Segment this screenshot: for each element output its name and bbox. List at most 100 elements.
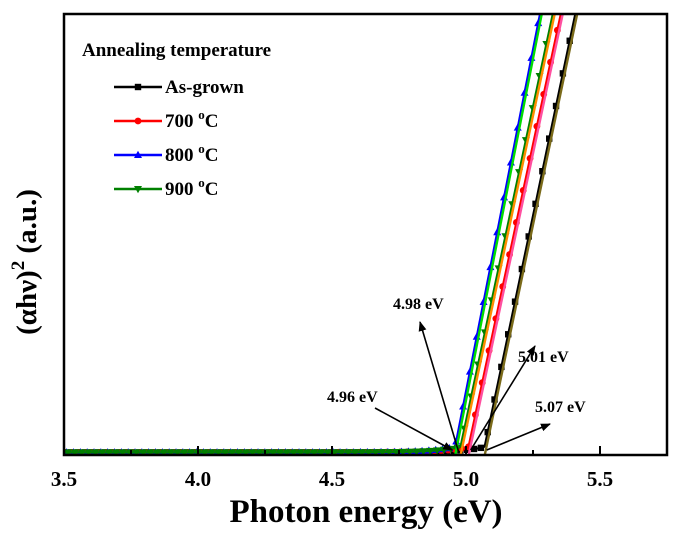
annotation-arrow-3: [486, 423, 551, 451]
legend-label-sup: o: [198, 175, 205, 190]
series-3: [64, 14, 555, 455]
point: [412, 448, 421, 455]
y-axis-label-main: (αhν): [11, 270, 43, 335]
legend-entry-2: 800 oC: [114, 141, 218, 166]
point: [269, 449, 278, 455]
point: [134, 186, 142, 194]
point: [433, 447, 442, 455]
y-axis-label-unit: (a.u.): [11, 189, 43, 261]
point: [344, 449, 353, 455]
point: [561, 0, 568, 2]
point: [159, 449, 168, 455]
annotation-label-1: 4.96 eV: [327, 389, 378, 406]
annotation-layer: 4.98 eV 4.96 eV 5.01 eV 5.07 eV: [327, 296, 586, 453]
point: [559, 70, 567, 77]
point: [187, 449, 196, 455]
point: [323, 449, 332, 455]
annotation-label-3: 5.07 eV: [535, 399, 586, 416]
annotation-arrow-2: [469, 345, 536, 451]
point: [573, 5, 579, 11]
point: [289, 449, 298, 455]
point: [134, 117, 142, 125]
legend-label-main: 700: [165, 111, 198, 132]
legend-label: 700 oC: [165, 107, 218, 132]
point: [207, 449, 216, 455]
point: [166, 449, 175, 455]
point: [275, 449, 284, 455]
point: [282, 449, 291, 455]
legend-entry-0: As-grown: [114, 77, 244, 98]
legend-label-main: 900: [165, 179, 198, 200]
point: [491, 396, 498, 403]
point: [505, 331, 512, 338]
point: [532, 200, 539, 208]
point: [357, 449, 366, 455]
point: [518, 265, 526, 273]
point: [303, 449, 312, 455]
legend-label-tail: C: [205, 111, 219, 132]
point: [134, 83, 142, 91]
point: [364, 449, 373, 455]
point: [405, 448, 414, 455]
point: [241, 449, 250, 455]
point: [385, 449, 394, 455]
legend-entry-1: 700 oC: [114, 107, 218, 132]
legend-title: Annealing temperature: [82, 40, 271, 61]
fit-line-0: [483, 14, 579, 455]
legend-label: As-grown: [165, 77, 244, 98]
point: [248, 449, 257, 455]
point: [539, 168, 546, 175]
legend-label-sup: o: [198, 107, 205, 122]
point: [77, 449, 86, 455]
x-tick-label: 4.5: [319, 467, 345, 491]
x-tick-label: 5.5: [587, 467, 613, 491]
legend-label: 800 oC: [165, 141, 218, 166]
point: [134, 150, 142, 158]
point: [511, 298, 519, 305]
point: [426, 447, 435, 455]
point: [173, 449, 182, 455]
point: [146, 449, 155, 455]
point: [228, 449, 237, 455]
point: [98, 449, 107, 455]
legend-label-tail: C: [205, 145, 219, 166]
plot-frame: [62, 12, 669, 457]
point: [371, 449, 380, 455]
point: [484, 428, 491, 436]
x-tick-label: 4.0: [185, 467, 211, 491]
point: [214, 449, 223, 455]
legend-label-tail: C: [205, 179, 219, 200]
y-axis-label-sup: 2: [8, 261, 29, 271]
x-tick-label: 5.0: [453, 467, 479, 491]
point: [180, 449, 189, 455]
series-layer: [64, 0, 579, 455]
x-tick-label: 3.5: [51, 467, 77, 491]
point: [398, 448, 407, 455]
point: [105, 449, 114, 455]
fit-line-3: [459, 14, 556, 455]
annotation-label-2: 5.01 eV: [518, 349, 569, 366]
point: [152, 449, 161, 455]
point: [91, 449, 100, 455]
point: [118, 449, 127, 455]
annotation-label-0: 4.98 eV: [393, 296, 444, 313]
point: [337, 449, 346, 455]
point: [566, 37, 573, 44]
point: [132, 449, 141, 455]
fit-layer: [454, 14, 579, 455]
legend-entry-3: 900 oC: [114, 175, 218, 200]
point: [310, 449, 319, 455]
point: [70, 449, 79, 455]
point: [200, 449, 209, 455]
legend-label-main: 800: [165, 145, 198, 166]
annotation-arrow-0: [418, 321, 460, 453]
point: [221, 449, 230, 455]
legend-label: 900 oC: [165, 175, 218, 200]
point: [477, 444, 485, 452]
tick-layer: 3.5 4.0 4.5 5.0 5.5: [51, 446, 613, 491]
point: [316, 449, 325, 455]
fit-line-2: [454, 14, 543, 455]
point: [525, 233, 532, 240]
